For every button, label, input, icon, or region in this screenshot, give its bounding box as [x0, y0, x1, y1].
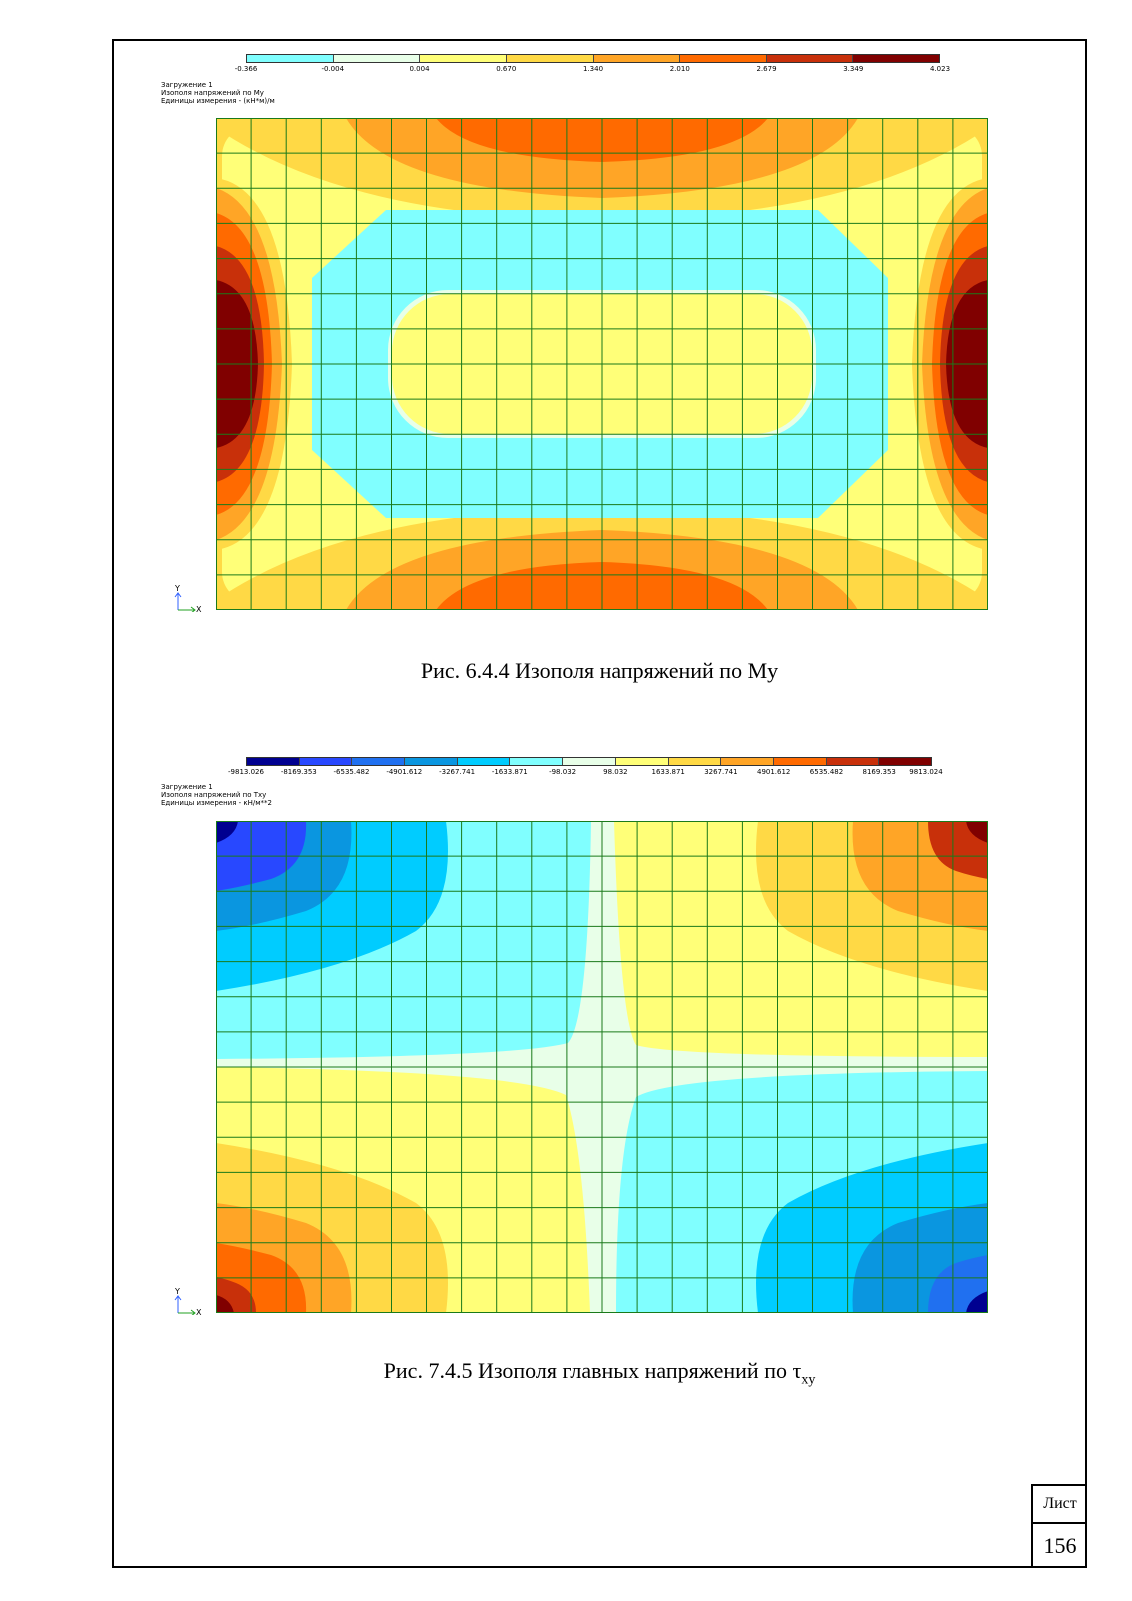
contour-plot-txy	[216, 821, 988, 1313]
legend-swatch	[721, 758, 774, 765]
legend-tick: 2.679	[756, 65, 777, 73]
legend-swatch	[615, 758, 669, 765]
legend-tick: 6535.482	[809, 768, 844, 776]
legend-swatch	[510, 758, 564, 765]
axis-y-label: Y	[174, 584, 180, 593]
legend-tick: -8169.353	[280, 768, 317, 776]
legend-swatch	[247, 55, 334, 62]
axis-x-label: X	[196, 1308, 202, 1315]
legend-swatch	[680, 55, 767, 62]
info-line: Изополя напряжений по Txy	[161, 791, 267, 799]
caption-main: Рис. 7.4.5 Изополя главных напряжений по…	[383, 1358, 802, 1383]
legend-tick: 4.023	[929, 65, 951, 73]
legend-swatch	[668, 758, 722, 765]
sheet-label: Лист	[1033, 1486, 1087, 1524]
info-line: Загружение 1	[161, 81, 213, 89]
legend-tick: -1633.871	[491, 768, 528, 776]
legend-swatch	[766, 55, 854, 62]
figure-caption-txy: Рис. 7.4.5 Изополя главных напряжений по…	[112, 1358, 1087, 1388]
legend-swatch	[299, 758, 353, 765]
legend-tick: 3267.741	[704, 768, 738, 776]
legend-swatch	[879, 758, 931, 765]
legend-tick: -9813.026	[228, 768, 264, 776]
legend-swatch	[853, 55, 939, 62]
legend-tick: 3.349	[843, 65, 864, 73]
legend-swatch	[405, 758, 458, 765]
caption-subscript: xy	[801, 1372, 816, 1388]
legend-tick: 1.340	[582, 65, 604, 73]
legend-tick: -0.366	[234, 65, 258, 73]
legend-swatch	[826, 758, 880, 765]
legend-tick: -4901.612	[386, 768, 423, 776]
info-line: Единицы измерения - кН/м**2	[161, 799, 272, 807]
legend-swatch	[420, 55, 507, 62]
contour-plot-my	[216, 118, 988, 610]
legend-swatch	[506, 55, 594, 62]
legend-tick: 1633.871	[651, 768, 685, 776]
legend-tick: -3267.741	[439, 768, 476, 776]
figure-caption-my: Рис. 6.4.4 Изополя напряжений по My	[420, 658, 779, 683]
legend-tick: 4901.612	[756, 768, 791, 776]
legend-swatch	[333, 55, 421, 62]
axis-y-label: Y	[174, 1287, 180, 1296]
axis-x-label: X	[196, 605, 202, 612]
legend-swatch	[352, 758, 406, 765]
legend-swatch	[563, 758, 616, 765]
info-line: Загружение 1	[161, 783, 213, 791]
info-line: Изополя напряжений по My	[161, 89, 264, 97]
page-frame	[112, 39, 1087, 1568]
info-my: Загружение 1 Изополя напряжений по My Ед…	[161, 81, 275, 105]
legend-swatch	[593, 55, 681, 62]
info-line: Единицы измерения - (кН*м)/м	[161, 97, 275, 105]
legend-tick: -0.004	[321, 65, 345, 73]
info-txy: Загружение 1 Изополя напряжений по Txy Е…	[161, 783, 272, 807]
legend-tick: 9813.024	[909, 768, 943, 776]
legend-tick: 2.010	[669, 65, 690, 73]
legend-swatch	[457, 758, 511, 765]
axis-indicator: Y X	[174, 1287, 202, 1315]
sheet-stamp: Лист 156	[1031, 1484, 1087, 1568]
legend-tick: 0.670	[496, 65, 517, 73]
legend-tick: 0.004	[409, 65, 430, 73]
legend-swatch	[247, 758, 300, 765]
legend-tick: 98.032	[603, 768, 628, 776]
legend-tick: 8169.353	[862, 768, 896, 776]
legend-swatch	[773, 758, 827, 765]
legend-tick: -6535.482	[333, 768, 370, 776]
axis-indicator: Y X	[174, 584, 202, 612]
legend-tick: -98.032	[549, 768, 577, 776]
page-number: 156	[1043, 1533, 1077, 1558]
